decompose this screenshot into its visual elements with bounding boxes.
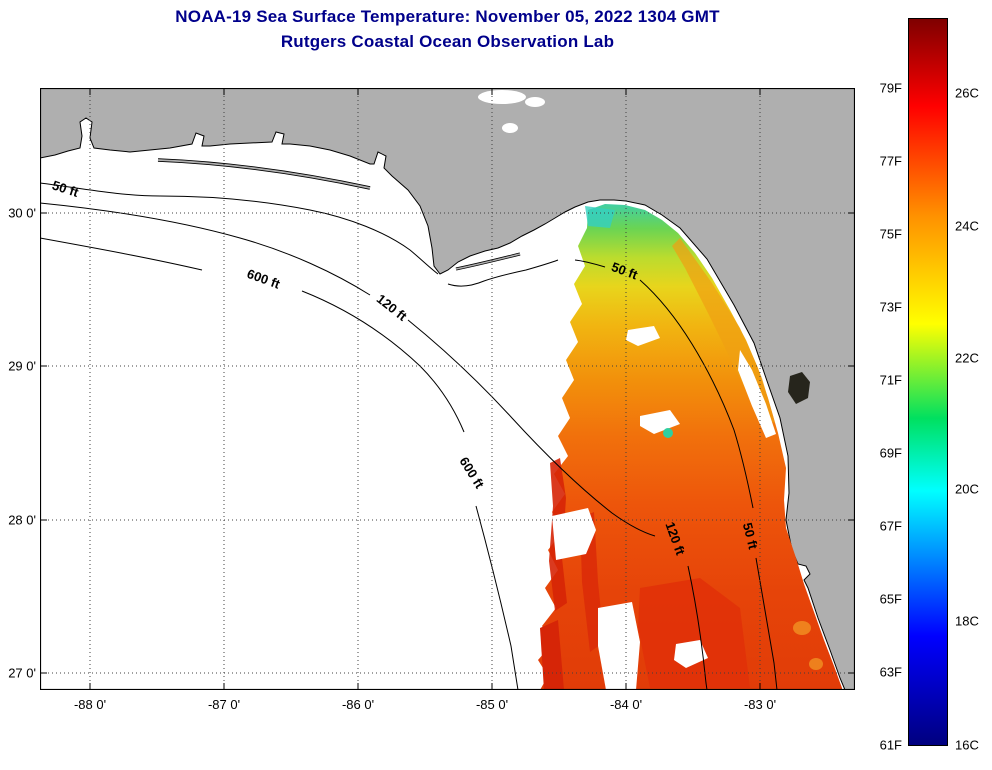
lon-tick-label: -83 0' bbox=[743, 697, 777, 712]
depth-contour-600ft bbox=[40, 237, 519, 690]
fahrenheit-label: 67F bbox=[879, 518, 902, 534]
fahrenheit-label: 65F bbox=[879, 591, 902, 607]
fahrenheit-label: 69F bbox=[879, 445, 902, 461]
land-region bbox=[40, 88, 855, 690]
celsius-label: 16C bbox=[955, 737, 979, 753]
sst-orange-spots bbox=[793, 621, 823, 670]
fahrenheit-label: 63F bbox=[879, 664, 902, 680]
depth-contours bbox=[40, 182, 778, 690]
grid-lines bbox=[40, 88, 855, 690]
sst-cool-patch bbox=[585, 206, 615, 228]
dark-pixel-cluster bbox=[788, 372, 810, 404]
lat-tick-label: 30 0' bbox=[8, 205, 36, 221]
sst-map-plot: 50 ft 600 ft 120 ft 50 ft 600 ft 120 ft … bbox=[40, 88, 855, 690]
fahrenheit-label: 79F bbox=[879, 80, 902, 96]
fahrenheit-label: 73F bbox=[879, 299, 902, 315]
sst-cool-spot bbox=[663, 428, 673, 438]
cloud-patch bbox=[478, 90, 545, 133]
page-subtitle: Rutgers Coastal Ocean Observation Lab bbox=[280, 32, 615, 51]
fahrenheit-label: 61F bbox=[879, 737, 902, 753]
fahrenheit-label: 71F bbox=[879, 372, 902, 388]
lat-tick-label: 28 0' bbox=[8, 512, 36, 528]
celsius-label: 20C bbox=[955, 481, 979, 497]
lon-tick-label: -88 0' bbox=[73, 697, 107, 712]
page-title: NOAA-19 Sea Surface Temperature: Novembe… bbox=[175, 7, 720, 26]
plot-border bbox=[40, 88, 855, 690]
colorbar-gradient bbox=[908, 18, 948, 746]
depth-contour-120ft bbox=[40, 202, 708, 690]
celsius-label: 18C bbox=[955, 613, 979, 629]
cloud-holes bbox=[552, 326, 776, 690]
fahrenheit-label: 75F bbox=[879, 226, 902, 242]
lon-tick-label: -86 0' bbox=[341, 697, 375, 712]
lon-tick-label: -87 0' bbox=[207, 697, 241, 712]
contour-label: 50 ft bbox=[740, 521, 761, 551]
celsius-label: 22C bbox=[955, 350, 979, 366]
lon-tick-label: -84 0' bbox=[609, 697, 643, 712]
lat-tick-label: 29 0' bbox=[8, 358, 36, 374]
fahrenheit-label: 77F bbox=[879, 153, 902, 169]
axis-ticks bbox=[40, 88, 855, 690]
celsius-label: 26C bbox=[955, 85, 979, 101]
celsius-label: 24C bbox=[955, 218, 979, 234]
lon-tick-label: -85 0' bbox=[475, 697, 509, 712]
barrier-islands bbox=[157, 158, 521, 271]
depth-contour-50ft bbox=[40, 182, 778, 690]
lat-tick-label: 27 0' bbox=[8, 665, 36, 681]
sst-data-region bbox=[538, 204, 842, 690]
